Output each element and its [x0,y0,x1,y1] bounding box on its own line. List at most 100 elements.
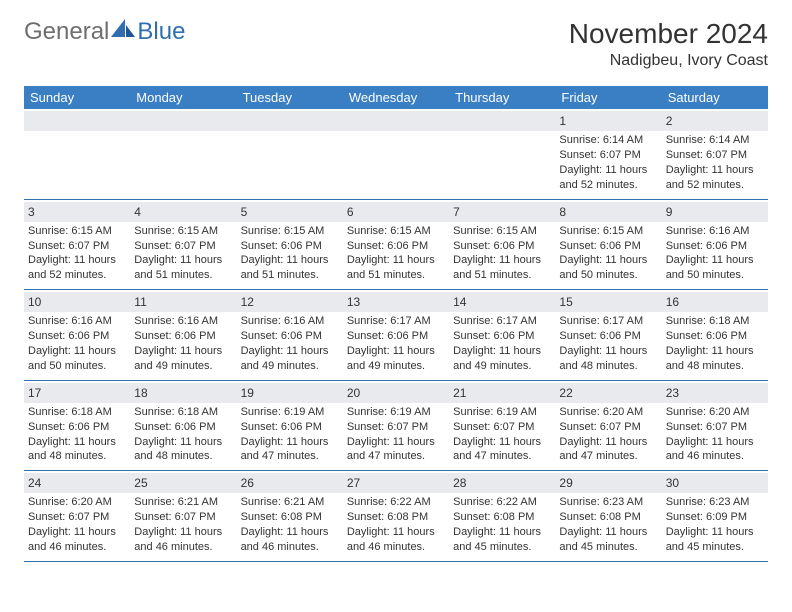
sunrise-text: Sunrise: 6:17 AM [347,314,445,329]
weekday-header: Thursday [449,86,555,109]
sunset-text: Sunset: 6:07 PM [347,420,445,435]
sunset-text: Sunset: 6:06 PM [453,329,551,344]
sunrise-text: Sunrise: 6:16 AM [241,314,339,329]
calendar-cell: 14 Sunrise: 6:17 AMSunset: 6:06 PMDayligh… [449,290,555,381]
sunset-text: Sunset: 6:06 PM [559,329,657,344]
calendar-cell: 10Sunrise: 6:16 AMSunset: 6:06 PMDayligh… [24,290,130,381]
sunrise-text: Sunrise: 6:15 AM [559,224,657,239]
calendar-cell: 18Sunrise: 6:18 AMSunset: 6:06 PMDayligh… [130,380,236,471]
daylight-text: Daylight: 11 hours and 50 minutes. [559,253,657,283]
daylight-text: Daylight: 11 hours and 47 minutes. [559,435,657,465]
daylight-text: Daylight: 11 hours and 46 minutes. [241,525,339,555]
sunset-text: Sunset: 6:06 PM [241,329,339,344]
sunset-text: Sunset: 6:06 PM [347,239,445,254]
sunset-text: Sunset: 6:06 PM [28,420,126,435]
sunrise-text: Sunrise: 6:20 AM [666,405,764,420]
calendar-cell: 12 Sunrise: 6:16 AMSunset: 6:06 PMDayligh… [237,290,343,381]
calendar-cell: 29 Sunrise: 6:23 AMSunset: 6:08 PMDayligh… [555,471,661,562]
weekday-header: Wednesday [343,86,449,109]
sunrise-text: Sunrise: 6:18 AM [134,405,232,420]
daylight-text: Daylight: 11 hours and 52 minutes. [666,163,764,193]
day-number: 5 [237,202,343,222]
day-number: 16 [662,292,768,312]
empty-day-band [449,111,555,131]
sunset-text: Sunset: 6:06 PM [453,239,551,254]
calendar-table: SundayMondayTuesdayWednesdayThursdayFrid… [24,86,768,562]
calendar-cell: 28Sunrise: 6:22 AMSunset: 6:08 PMDayligh… [449,471,555,562]
daylight-text: Daylight: 11 hours and 51 minutes. [347,253,445,283]
day-number: 12 [237,292,343,312]
empty-day-band [237,111,343,131]
daylight-text: Daylight: 11 hours and 49 minutes. [453,344,551,374]
daylight-text: Daylight: 11 hours and 48 minutes. [28,435,126,465]
sunset-text: Sunset: 6:08 PM [347,510,445,525]
calendar-cell: 11Sunrise: 6:16 AMSunset: 6:06 PMDayligh… [130,290,236,381]
sunrise-text: Sunrise: 6:15 AM [453,224,551,239]
sunrise-text: Sunrise: 6:18 AM [666,314,764,329]
brand-logo: General Blue [24,18,185,46]
daylight-text: Daylight: 11 hours and 51 minutes. [134,253,232,283]
daylight-text: Daylight: 11 hours and 49 minutes. [347,344,445,374]
calendar-cell: 2Sunrise: 6:14 AMSunset: 6:07 PMDaylight… [662,109,768,199]
calendar-cell [237,109,343,199]
sunrise-text: Sunrise: 6:21 AM [241,495,339,510]
calendar-week-row: 1Sunrise: 6:14 AMSunset: 6:07 PMDaylight… [24,109,768,199]
empty-day-band [130,111,236,131]
calendar-cell: 24Sunrise: 6:20 AMSunset: 6:07 PMDayligh… [24,471,130,562]
calendar-cell: 5Sunrise: 6:15 AMSunset: 6:06 PMDaylight… [237,199,343,290]
sunrise-text: Sunrise: 6:16 AM [28,314,126,329]
daylight-text: Daylight: 11 hours and 50 minutes. [28,344,126,374]
sunrise-text: Sunrise: 6:22 AM [453,495,551,510]
sunrise-text: Sunrise: 6:22 AM [347,495,445,510]
day-number: 27 [343,473,449,493]
calendar-cell: 7Sunrise: 6:15 AMSunset: 6:06 PMDaylight… [449,199,555,290]
day-number: 14 [449,292,555,312]
page-header: General Blue November 2024 Nadigbeu, Ivo… [24,18,768,70]
daylight-text: Daylight: 11 hours and 48 minutes. [666,344,764,374]
sunset-text: Sunset: 6:08 PM [559,510,657,525]
calendar-cell: 6Sunrise: 6:15 AMSunset: 6:06 PMDaylight… [343,199,449,290]
calendar-cell: 23Sunrise: 6:20 AMSunset: 6:07 PMDayligh… [662,380,768,471]
day-number: 13 [343,292,449,312]
sunset-text: Sunset: 6:06 PM [28,329,126,344]
day-number: 29 [555,473,661,493]
daylight-text: Daylight: 11 hours and 49 minutes. [134,344,232,374]
sunset-text: Sunset: 6:07 PM [666,420,764,435]
sunset-text: Sunset: 6:06 PM [347,329,445,344]
calendar-cell: 20Sunrise: 6:19 AMSunset: 6:07 PMDayligh… [343,380,449,471]
sunrise-text: Sunrise: 6:23 AM [559,495,657,510]
location-label: Nadigbeu, Ivory Coast [569,52,768,70]
sunrise-text: Sunrise: 6:19 AM [241,405,339,420]
sunrise-text: Sunrise: 6:21 AM [134,495,232,510]
daylight-text: Daylight: 11 hours and 48 minutes. [559,344,657,374]
brand-part2: Blue [137,18,185,46]
daylight-text: Daylight: 11 hours and 45 minutes. [453,525,551,555]
calendar-cell: 4Sunrise: 6:15 AMSunset: 6:07 PMDaylight… [130,199,236,290]
calendar-cell: 19Sunrise: 6:19 AMSunset: 6:06 PMDayligh… [237,380,343,471]
day-number: 7 [449,202,555,222]
calendar-cell: 22Sunrise: 6:20 AMSunset: 6:07 PMDayligh… [555,380,661,471]
daylight-text: Daylight: 11 hours and 47 minutes. [347,435,445,465]
day-number: 30 [662,473,768,493]
sunset-text: Sunset: 6:09 PM [666,510,764,525]
day-number: 23 [662,383,768,403]
calendar-cell: 21Sunrise: 6:19 AMSunset: 6:07 PMDayligh… [449,380,555,471]
sunset-text: Sunset: 6:06 PM [134,420,232,435]
day-number: 6 [343,202,449,222]
sunrise-text: Sunrise: 6:18 AM [28,405,126,420]
daylight-text: Daylight: 11 hours and 49 minutes. [241,344,339,374]
weekday-row: SundayMondayTuesdayWednesdayThursdayFrid… [24,86,768,109]
calendar-week-row: 10Sunrise: 6:16 AMSunset: 6:06 PMDayligh… [24,290,768,381]
weekday-header: Friday [555,86,661,109]
day-number: 11 [130,292,236,312]
sunset-text: Sunset: 6:06 PM [666,239,764,254]
daylight-text: Daylight: 11 hours and 52 minutes. [28,253,126,283]
day-number: 1 [555,111,661,131]
daylight-text: Daylight: 11 hours and 50 minutes. [666,253,764,283]
sunrise-text: Sunrise: 6:15 AM [134,224,232,239]
calendar-cell: 9Sunrise: 6:16 AMSunset: 6:06 PMDaylight… [662,199,768,290]
day-number: 22 [555,383,661,403]
daylight-text: Daylight: 11 hours and 45 minutes. [559,525,657,555]
day-number: 20 [343,383,449,403]
sunrise-text: Sunrise: 6:17 AM [453,314,551,329]
